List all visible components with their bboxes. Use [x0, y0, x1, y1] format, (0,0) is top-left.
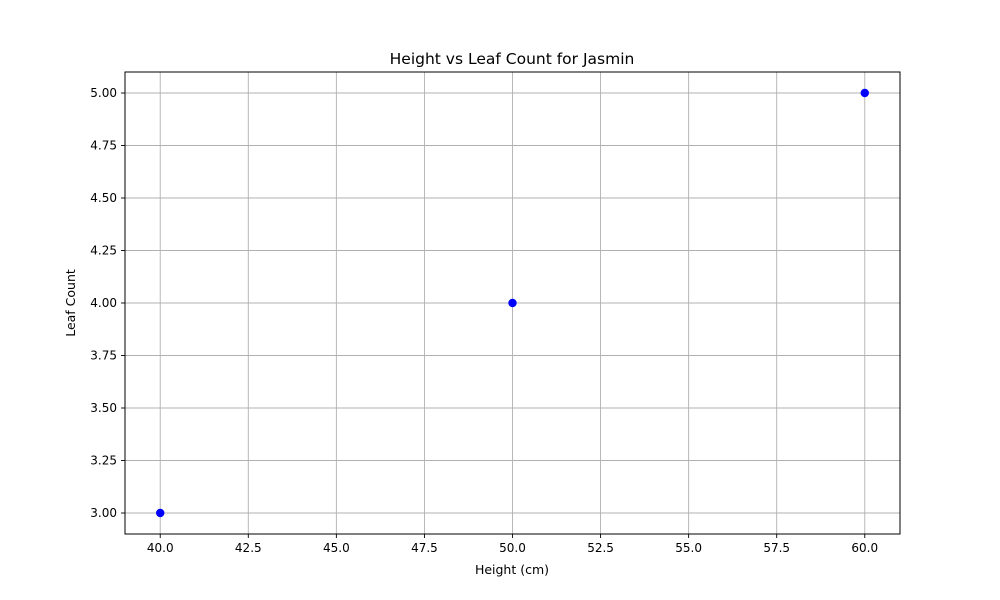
y-tick-label: 4.75	[90, 139, 117, 153]
y-tick-label: 3.00	[90, 506, 117, 520]
x-tick-label: 45.0	[323, 541, 350, 555]
x-tick-label: 47.5	[411, 541, 438, 555]
x-axis-label: Height (cm)	[475, 562, 549, 577]
x-tick-label: 50.0	[499, 541, 526, 555]
data-point	[508, 298, 517, 308]
x-tick-label: 42.5	[235, 541, 262, 555]
y-axis-label: Leaf Count	[63, 269, 78, 337]
chart-title: Height vs Leaf Count for Jasmin	[390, 50, 635, 68]
y-tick-label: 3.75	[90, 349, 117, 363]
y-tick-label: 3.50	[90, 401, 117, 415]
x-tick-label: 55.0	[675, 541, 702, 555]
axis-ticks: 40.0 42.5 45.0 47.5 50.0 52.5 55.0 57.5 60.0 3.00…	[90, 86, 878, 555]
y-tick-label: 5.00	[90, 86, 117, 100]
data-point	[860, 88, 869, 98]
data-points	[156, 88, 869, 518]
y-tick-label: 4.00	[90, 296, 117, 310]
y-tick-label: 3.25	[90, 454, 117, 468]
x-tick-label: 57.5	[763, 541, 790, 555]
y-tick-label: 4.25	[90, 244, 117, 258]
data-point	[156, 508, 165, 518]
x-tick-label: 52.5	[587, 541, 614, 555]
x-tick-label: 40.0	[147, 541, 174, 555]
y-tick-label: 4.50	[90, 191, 117, 205]
x-tick-label: 60.0	[851, 541, 878, 555]
plot-frame	[124, 71, 901, 535]
